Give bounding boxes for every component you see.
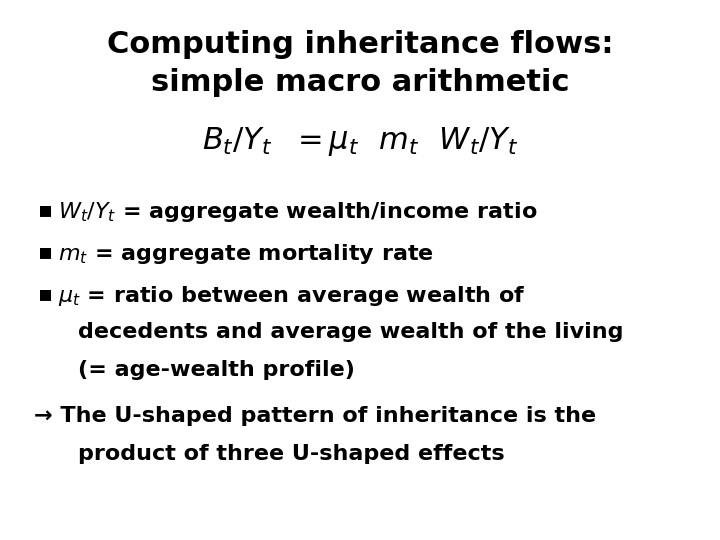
Text: ▪: ▪ <box>38 284 53 304</box>
Text: simple macro arithmetic: simple macro arithmetic <box>150 68 570 97</box>
Text: $\mu_t$ = ratio between average wealth of: $\mu_t$ = ratio between average wealth o… <box>58 284 526 308</box>
Text: ▪: ▪ <box>38 242 53 262</box>
Text: (= age-wealth profile): (= age-wealth profile) <box>78 360 355 380</box>
Text: $B_t/Y_t$  $= \mu_t$  $m_t$  $W_t/Y_t$: $B_t/Y_t$ $= \mu_t$ $m_t$ $W_t/Y_t$ <box>202 125 518 158</box>
Text: $m_t$ = aggregate mortality rate: $m_t$ = aggregate mortality rate <box>58 242 433 266</box>
Text: ▪: ▪ <box>38 200 53 220</box>
Text: $W_t/Y_t$ = aggregate wealth/income ratio: $W_t/Y_t$ = aggregate wealth/income rati… <box>58 200 537 224</box>
Text: product of three U-shaped effects: product of three U-shaped effects <box>78 444 505 464</box>
Text: Computing inheritance flows:: Computing inheritance flows: <box>107 30 613 59</box>
Text: decedents and average wealth of the living: decedents and average wealth of the livi… <box>78 322 624 342</box>
Text: → The U-shaped pattern of inheritance is the: → The U-shaped pattern of inheritance is… <box>34 406 596 426</box>
